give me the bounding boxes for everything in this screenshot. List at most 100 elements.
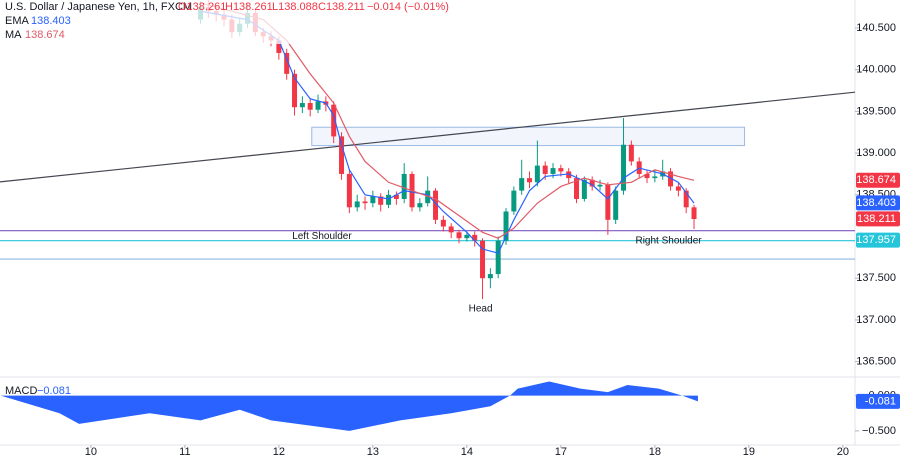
candle-body	[417, 203, 423, 208]
candle-body	[644, 173, 650, 179]
header: U.S. Dollar / Japanese Yen, 1h, FXCM O13…	[0, 0, 449, 397]
candle-body	[581, 179, 587, 199]
ohlc-close: C138.211	[318, 1, 365, 13]
annotation: Head	[469, 303, 493, 314]
x-tick-label: 19	[743, 446, 755, 458]
y-tick-label: 139.000	[856, 147, 896, 159]
candle-body	[331, 104, 337, 137]
candle-body	[448, 226, 454, 233]
macd-value: −0.081	[37, 385, 71, 397]
candle-body	[346, 173, 352, 208]
price-badge-label: 137.957	[856, 234, 896, 246]
candle-body	[527, 178, 533, 183]
y-tick-label: 140.000	[856, 64, 896, 76]
candle-body	[339, 136, 345, 174]
y-tick-label: 140.500	[856, 22, 896, 34]
ohlc-low: L138.088	[272, 1, 318, 13]
x-tick-label: 20	[837, 446, 849, 458]
candle-body	[362, 201, 368, 204]
macd-area	[0, 381, 698, 431]
candle-body	[558, 168, 564, 172]
candle-body	[628, 144, 634, 162]
candle-body	[370, 196, 376, 204]
candle-body	[315, 101, 321, 110]
annotation: Right Shoulder	[635, 235, 702, 246]
candle-body	[456, 232, 462, 239]
candle-body	[574, 178, 580, 199]
x-tick-label: 17	[555, 446, 567, 458]
macd-badge-label: -0.081	[865, 395, 896, 407]
candle-body	[393, 194, 399, 199]
candle-body	[440, 219, 446, 227]
candle-body	[675, 186, 681, 191]
ema-value: 138.403	[31, 15, 71, 27]
candle-body	[621, 144, 627, 191]
candle-body	[433, 190, 439, 220]
candle-body	[378, 196, 384, 205]
x-tick-label: 14	[461, 446, 473, 458]
candle-body	[652, 176, 658, 179]
price-badge-label: 138.211	[857, 213, 896, 225]
candle-body	[425, 190, 431, 204]
header-bg	[0, 0, 430, 44]
candle-body	[519, 178, 525, 191]
candle-body	[597, 184, 603, 187]
candle-body	[472, 234, 478, 241]
candle-body	[691, 207, 697, 219]
y-tick-label: 136.500	[856, 356, 896, 368]
trend-line	[0, 91, 855, 183]
candle-body	[276, 40, 282, 53]
x-tick-label: 13	[367, 446, 379, 458]
indicator-line	[200, 10, 695, 254]
price-badge-label: 138.403	[856, 197, 896, 209]
x-tick-label: 11	[179, 446, 190, 458]
y-tick-label: 139.500	[856, 105, 896, 117]
y-tick-label: 137.000	[856, 314, 896, 326]
price-badge-label: 138.674	[856, 174, 896, 186]
ema-legend: EMA	[5, 15, 30, 27]
candle-body	[284, 52, 290, 74]
candle-body	[668, 171, 674, 187]
candle-body	[534, 165, 540, 183]
candle-body	[307, 103, 313, 110]
candle-body	[401, 173, 407, 199]
price-badge	[856, 211, 900, 227]
candle-body	[613, 190, 619, 220]
y-tick-label: 137.500	[856, 272, 896, 284]
candle-body	[503, 211, 509, 241]
candle-body	[511, 190, 517, 212]
price-badge	[856, 172, 900, 188]
candle-body	[495, 240, 501, 275]
candle-body	[550, 168, 556, 174]
candle-body	[683, 190, 689, 208]
price-badge	[856, 232, 900, 248]
indicator-line	[200, 2, 695, 239]
candle-body	[480, 240, 486, 279]
ma-value: 138.674	[25, 29, 65, 41]
y-tick-label: −0.500	[862, 425, 896, 437]
x-tick-label: 12	[273, 446, 285, 458]
ohlc-open: O138.261	[178, 1, 226, 13]
annotation: Left Shoulder	[292, 231, 352, 242]
candle-body	[354, 201, 360, 208]
candle-body	[464, 234, 470, 239]
zone-box	[311, 126, 746, 147]
symbol-title: U.S. Dollar / Japanese Yen, 1h, FXCM	[5, 1, 192, 13]
candle-body	[566, 171, 572, 179]
price-badge	[856, 195, 900, 211]
ma-legend: MA	[5, 29, 22, 41]
macd-badge	[856, 393, 900, 409]
candle-body	[589, 179, 595, 187]
ohlc-change: −0.014 (−0.01%)	[367, 1, 449, 13]
ohlc-high: H138.261	[225, 1, 273, 13]
candle-body	[542, 165, 548, 174]
macd-pane	[0, 381, 698, 431]
candle-body	[605, 184, 611, 220]
x-tick-label: 10	[85, 446, 97, 458]
candle-body	[386, 194, 392, 205]
x-tick-label: 18	[649, 446, 661, 458]
candle-body	[299, 103, 305, 108]
candle-body	[292, 73, 298, 108]
candle-body	[487, 274, 493, 279]
